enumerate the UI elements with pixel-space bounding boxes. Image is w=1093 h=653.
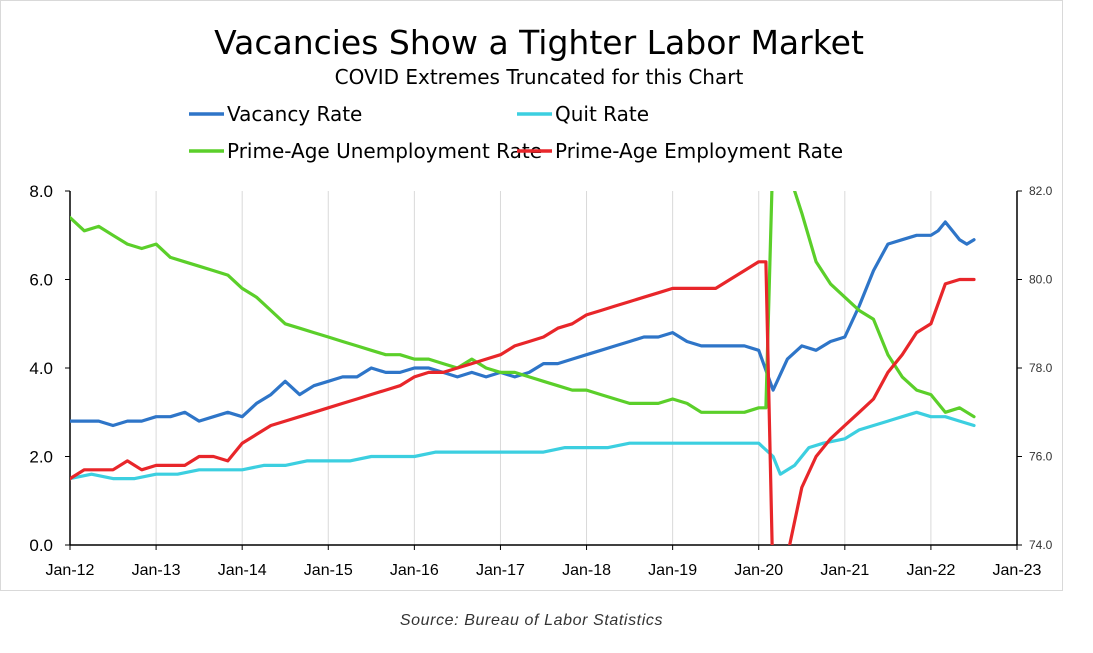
x-tick-label: Jan-18 (562, 562, 611, 579)
x-tick-label: Jan-20 (734, 562, 783, 579)
chart-frame: Vacancies Show a Tighter Labor Market CO… (0, 0, 1063, 591)
employment-rate-line (70, 260, 976, 545)
chart-title: Vacancies Show a Tighter Labor Market (214, 23, 864, 62)
grid (69, 191, 1018, 545)
x-tick-label: Jan-22 (906, 562, 955, 579)
legend-label: Prime-Age Unemployment Rate (227, 139, 542, 163)
y-right-tick-label: 78.0 (1029, 361, 1053, 375)
series-layer (70, 191, 976, 545)
vacancy-rate-line (70, 220, 976, 428)
axes: Jan-12 Jan-13 Jan-14 Jan-15 Jan-16 Jan-17 Jan-… (29, 182, 1052, 579)
y-right-tick-label: 80.0 (1029, 273, 1053, 287)
y-right-tick-label: 74.0 (1029, 538, 1053, 552)
legend-item-quit-rate: Quit Rate (517, 102, 649, 126)
y-left-tick-label: 0.0 (29, 536, 53, 555)
x-tick-label: Jan-17 (476, 562, 525, 579)
y-left-tick-label: 6.0 (29, 271, 53, 290)
y-left-tick-label: 2.0 (29, 448, 53, 467)
quit-rate-line (70, 410, 976, 481)
source-note: Source: Bureau of Labor Statistics (399, 612, 664, 629)
unemployment-rate-line (70, 191, 976, 419)
chart-svg: Vacancies Show a Tighter Labor Market CO… (29, 23, 1052, 579)
legend-item-unemployment-rate: Prime-Age Unemployment Rate (189, 139, 542, 163)
y-left-tick-label: 4.0 (29, 359, 53, 378)
y-right-tick-label: 76.0 (1029, 450, 1053, 464)
x-tick-label: Jan-13 (132, 562, 181, 579)
legend-item-vacancy-rate: Vacancy Rate (189, 102, 362, 126)
x-tick-label: Jan-23 (993, 562, 1042, 579)
chart-subtitle: COVID Extremes Truncated for this Chart (335, 65, 744, 89)
legend-label: Quit Rate (555, 102, 649, 126)
y-right-tick-label: 82.0 (1029, 184, 1053, 198)
x-tick-label: Jan-12 (46, 562, 95, 579)
x-tick-label: Jan-15 (304, 562, 353, 579)
x-tick-label: Jan-21 (820, 562, 869, 579)
x-tick-label: Jan-19 (648, 562, 697, 579)
legend-item-employment-rate: Prime-Age Employment Rate (517, 139, 843, 163)
legend-label: Prime-Age Employment Rate (555, 139, 843, 163)
legend: Vacancy Rate Quit Rate Prime-Age Unemploym… (189, 102, 843, 163)
legend-label: Vacancy Rate (227, 102, 362, 126)
x-tick-label: Jan-16 (390, 562, 439, 579)
x-tick-label: Jan-14 (218, 562, 267, 579)
y-left-tick-label: 8.0 (29, 182, 53, 201)
